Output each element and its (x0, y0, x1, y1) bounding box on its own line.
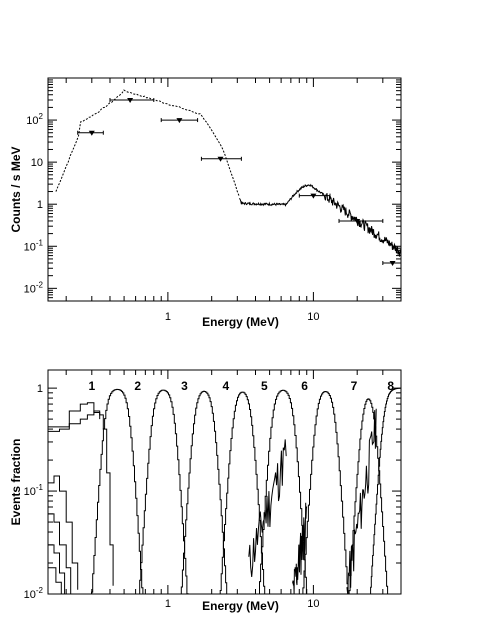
data-point-marker (310, 193, 317, 199)
data-point-marker (354, 218, 361, 224)
y-tick-exponent: -2 (36, 280, 44, 289)
y-tick-label: 10-1 (24, 483, 44, 498)
data-point-marker (176, 118, 183, 124)
class-8-fraction-curve (359, 387, 401, 595)
y-tick-label: 102 (26, 112, 43, 127)
spectrum-dashed-curve (55, 89, 240, 197)
y-tick-exponent: -1 (36, 483, 44, 492)
chart-1-marks: 1 2 3 4 5 6 7 8 (48, 379, 401, 595)
y-tick-exponent: -2 (36, 586, 44, 595)
y-tick-label: 10-1 (24, 238, 44, 253)
class-2-fraction-curve (128, 389, 198, 595)
low-energy-fraction-curve (48, 402, 101, 432)
x-axis-title: Energy (MeV) (202, 599, 279, 613)
x-tick-label: 1 (165, 598, 171, 610)
class-5-label: 5 (261, 379, 268, 393)
high-energy-noise-curve (292, 502, 308, 595)
class-4-label: 4 (222, 379, 229, 393)
y-tick-exponent: -1 (36, 238, 44, 247)
class-4-fraction-curve (209, 391, 275, 595)
data-point-marker (217, 156, 224, 162)
plot-frame (47, 369, 402, 595)
y-tick-exponent: 2 (39, 112, 44, 121)
low-energy-fraction-curve (48, 475, 79, 590)
class-3-fraction-curve (170, 390, 237, 595)
y-tick-label: 1 (37, 199, 43, 211)
low-energy-fraction-curve (48, 513, 72, 594)
y-tick-base: 10 (24, 486, 36, 498)
x-axis-title: Energy (MeV) (202, 315, 279, 329)
chart-0-marks (55, 89, 402, 267)
class-6-label: 6 (301, 379, 308, 393)
class-7-label: 7 (351, 379, 358, 393)
x-tick-label: 10 (307, 311, 319, 323)
y-tick-base: 10 (24, 589, 36, 601)
y-tick-base: 10 (24, 241, 36, 253)
y-tick-label: 10-2 (24, 280, 44, 295)
data-point-marker (88, 130, 95, 136)
y-axis-title: Counts / s MeV (9, 146, 23, 232)
class-2-label: 2 (134, 379, 141, 393)
class-3-label: 3 (181, 379, 188, 393)
x-tick-label: 10 (307, 598, 319, 610)
spectrum-solid-curve (238, 183, 402, 257)
class-7-fraction-curve (338, 398, 398, 595)
data-point-marker (389, 261, 396, 267)
y-tick-base: 10 (24, 283, 36, 295)
data-point-marker (127, 97, 134, 103)
y-tick-base: 10 (26, 115, 38, 127)
plot-frame (47, 77, 402, 302)
class-1-label: 1 (88, 379, 95, 393)
class-6-fraction-curve (291, 391, 358, 595)
class-8-label: 8 (387, 379, 394, 393)
low-energy-fraction-curve (48, 544, 66, 594)
y-tick-label: 10 (31, 157, 43, 169)
x-tick-label: 1 (165, 311, 171, 323)
y-tick-label: 1 (37, 383, 43, 395)
low-energy-fraction-curve (48, 410, 114, 586)
y-tick-label: 10-2 (24, 586, 44, 601)
y-axis-title: Events fraction (9, 439, 23, 526)
low-energy-fraction-curve (48, 567, 62, 594)
high-energy-noise-curve (248, 439, 287, 577)
class-1-fraction-curve (80, 388, 153, 595)
high-energy-noise-curve (346, 408, 377, 595)
